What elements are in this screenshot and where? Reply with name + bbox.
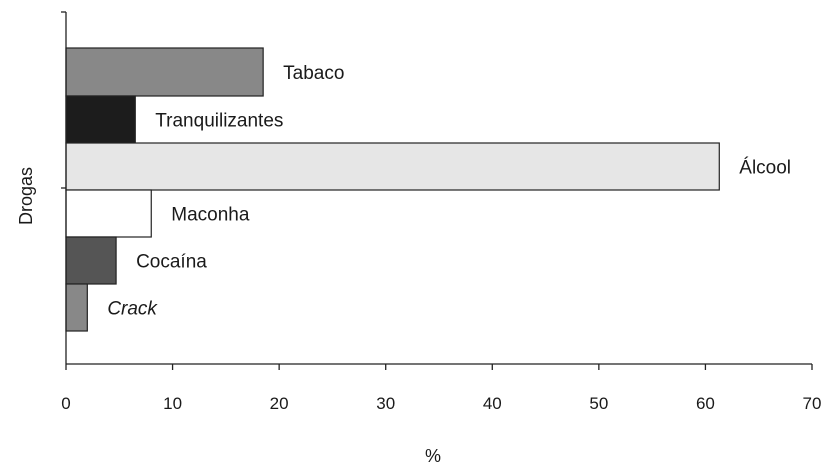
bar-label: Maconha xyxy=(171,205,250,226)
bar-label: Crack xyxy=(107,299,158,320)
bar-labels-group: Tabaco Tranquilizantes Álcool Maconha Cocaín… xyxy=(107,63,791,320)
bar-label: Tranquilizantes xyxy=(155,111,283,132)
bars-group xyxy=(65,47,720,332)
bar-label: Tabaco xyxy=(283,63,344,84)
axes-group xyxy=(61,11,812,365)
x-tick-label: 10 xyxy=(163,394,182,413)
x-tick-label: 50 xyxy=(589,394,608,413)
bar-cocaina xyxy=(65,236,117,285)
x-axis-title: % xyxy=(425,446,441,466)
y-axis-title: Drogas xyxy=(16,167,36,225)
x-tick-label: 30 xyxy=(376,394,395,413)
bar-alcool xyxy=(65,142,720,191)
bar-label: Cocaína xyxy=(136,252,207,273)
bar-tabaco xyxy=(65,47,264,97)
bar-label: Álcool xyxy=(739,158,791,179)
x-tick-label: 60 xyxy=(696,394,715,413)
x-tick-label: 20 xyxy=(270,394,289,413)
x-ticks-group: 0 10 20 30 40 50 60 70 xyxy=(61,364,821,413)
x-tick-label: 40 xyxy=(483,394,502,413)
x-tick-label: 0 xyxy=(61,394,70,413)
x-tick-label: 70 xyxy=(803,394,822,413)
bar-crack xyxy=(65,283,88,332)
bar-maconha xyxy=(65,189,152,238)
bar-tranquilizantes xyxy=(65,95,136,144)
